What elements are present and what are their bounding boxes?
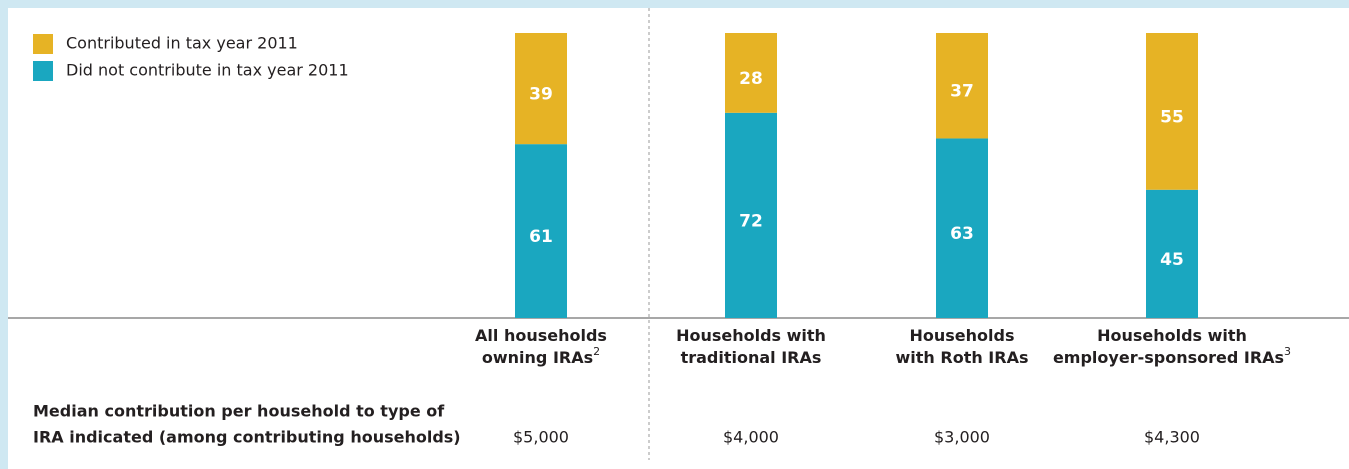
median-value: $5,000 [513, 428, 569, 447]
median-label: IRA indicated (among contributing househ… [33, 428, 461, 447]
category-label: traditional IRAs [681, 348, 822, 367]
category-label: owning IRAs2 [482, 345, 600, 367]
category-label: employer-sponsored IRAs3 [1053, 345, 1291, 367]
data-label: 61 [529, 227, 553, 247]
bar-segment [725, 112, 777, 318]
category-label-text: Households with [676, 326, 826, 345]
data-label: 55 [1160, 107, 1184, 127]
category-label-text: All households [475, 326, 607, 345]
bar-segment [725, 33, 777, 113]
legend-label: Contributed in tax year 2011 [66, 34, 298, 53]
category-label-text: employer-sponsored IRAs [1053, 348, 1284, 367]
legend-swatch [33, 34, 53, 54]
category-label: with Roth IRAs [896, 348, 1029, 367]
category-label-text: owning IRAs [482, 348, 593, 367]
data-label: 28 [739, 69, 763, 89]
median-value: $4,300 [1144, 428, 1200, 447]
bar-segment [515, 144, 567, 318]
data-label: 45 [1160, 250, 1184, 270]
data-label: 39 [529, 85, 553, 105]
category-label: Households with [676, 326, 826, 345]
legend-label: Did not contribute in tax year 2011 [66, 61, 349, 80]
median-value: $4,000 [723, 428, 779, 447]
bar-segment [936, 138, 988, 318]
category-label-text: with Roth IRAs [896, 348, 1029, 367]
data-label: 37 [950, 82, 974, 102]
data-label: 63 [950, 224, 974, 244]
footnote-mark: 3 [1284, 345, 1291, 358]
bar-segment [936, 33, 988, 139]
median-value: $3,000 [934, 428, 990, 447]
category-label-text: Households with [1097, 326, 1247, 345]
data-label: 72 [739, 211, 763, 231]
bar-segment [1146, 189, 1198, 318]
legend-swatch [33, 61, 53, 81]
panel [8, 8, 1349, 469]
median-label: Median contribution per household to typ… [33, 402, 445, 421]
bar-segment [515, 33, 567, 145]
bar-segment [1146, 33, 1198, 190]
category-label: All households [475, 326, 607, 345]
category-label-text: Households [910, 326, 1015, 345]
category-label: Households with [1097, 326, 1247, 345]
footnote-mark: 2 [593, 345, 600, 358]
category-label-text: traditional IRAs [681, 348, 822, 367]
category-label: Households [910, 326, 1015, 345]
